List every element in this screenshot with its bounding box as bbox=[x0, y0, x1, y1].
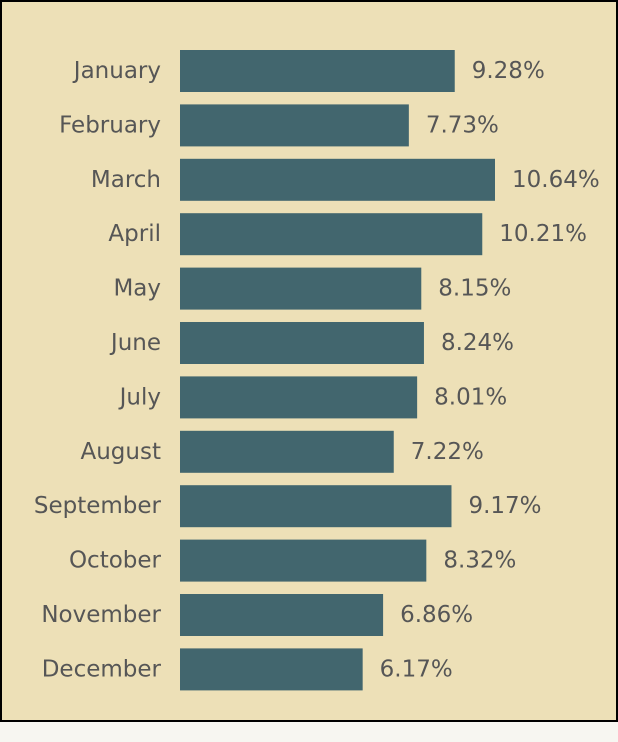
value-label-june: 8.24% bbox=[441, 330, 514, 356]
category-label-july: July bbox=[118, 384, 161, 410]
bar-april bbox=[180, 213, 483, 256]
category-label-december: December bbox=[42, 656, 162, 682]
value-label-january: 9.28% bbox=[472, 58, 545, 84]
value-label-december: 6.17% bbox=[380, 656, 453, 682]
bar-july bbox=[180, 376, 418, 419]
bar-february bbox=[180, 104, 409, 147]
bar-june bbox=[180, 322, 424, 364]
bar-october bbox=[180, 539, 427, 582]
bar-january bbox=[180, 50, 455, 92]
value-label-august: 7.22% bbox=[411, 439, 484, 465]
category-label-march: March bbox=[91, 167, 161, 193]
category-label-february: February bbox=[59, 112, 161, 138]
bar-may bbox=[180, 267, 422, 310]
value-label-may: 8.15% bbox=[438, 276, 511, 302]
value-label-february: 7.73% bbox=[426, 112, 499, 138]
bar-november bbox=[180, 594, 384, 636]
category-label-january: January bbox=[72, 58, 161, 84]
value-label-november: 6.86% bbox=[400, 602, 473, 628]
category-label-june: June bbox=[109, 330, 161, 356]
value-label-march: 10.64% bbox=[512, 167, 600, 193]
bar-december bbox=[180, 648, 363, 691]
category-label-april: April bbox=[108, 221, 161, 247]
value-label-april: 10.21% bbox=[499, 221, 587, 247]
category-label-october: October bbox=[69, 548, 162, 574]
category-label-november: November bbox=[41, 602, 161, 628]
value-label-october: 8.32% bbox=[443, 548, 516, 574]
category-label-may: May bbox=[113, 276, 161, 302]
category-label-september: September bbox=[34, 493, 162, 519]
bar-august bbox=[180, 430, 394, 473]
bar-september bbox=[180, 485, 452, 528]
bar-march bbox=[180, 158, 495, 201]
category-label-august: August bbox=[81, 439, 162, 465]
value-label-july: 8.01% bbox=[434, 384, 507, 410]
value-label-september: 9.17% bbox=[468, 493, 541, 519]
